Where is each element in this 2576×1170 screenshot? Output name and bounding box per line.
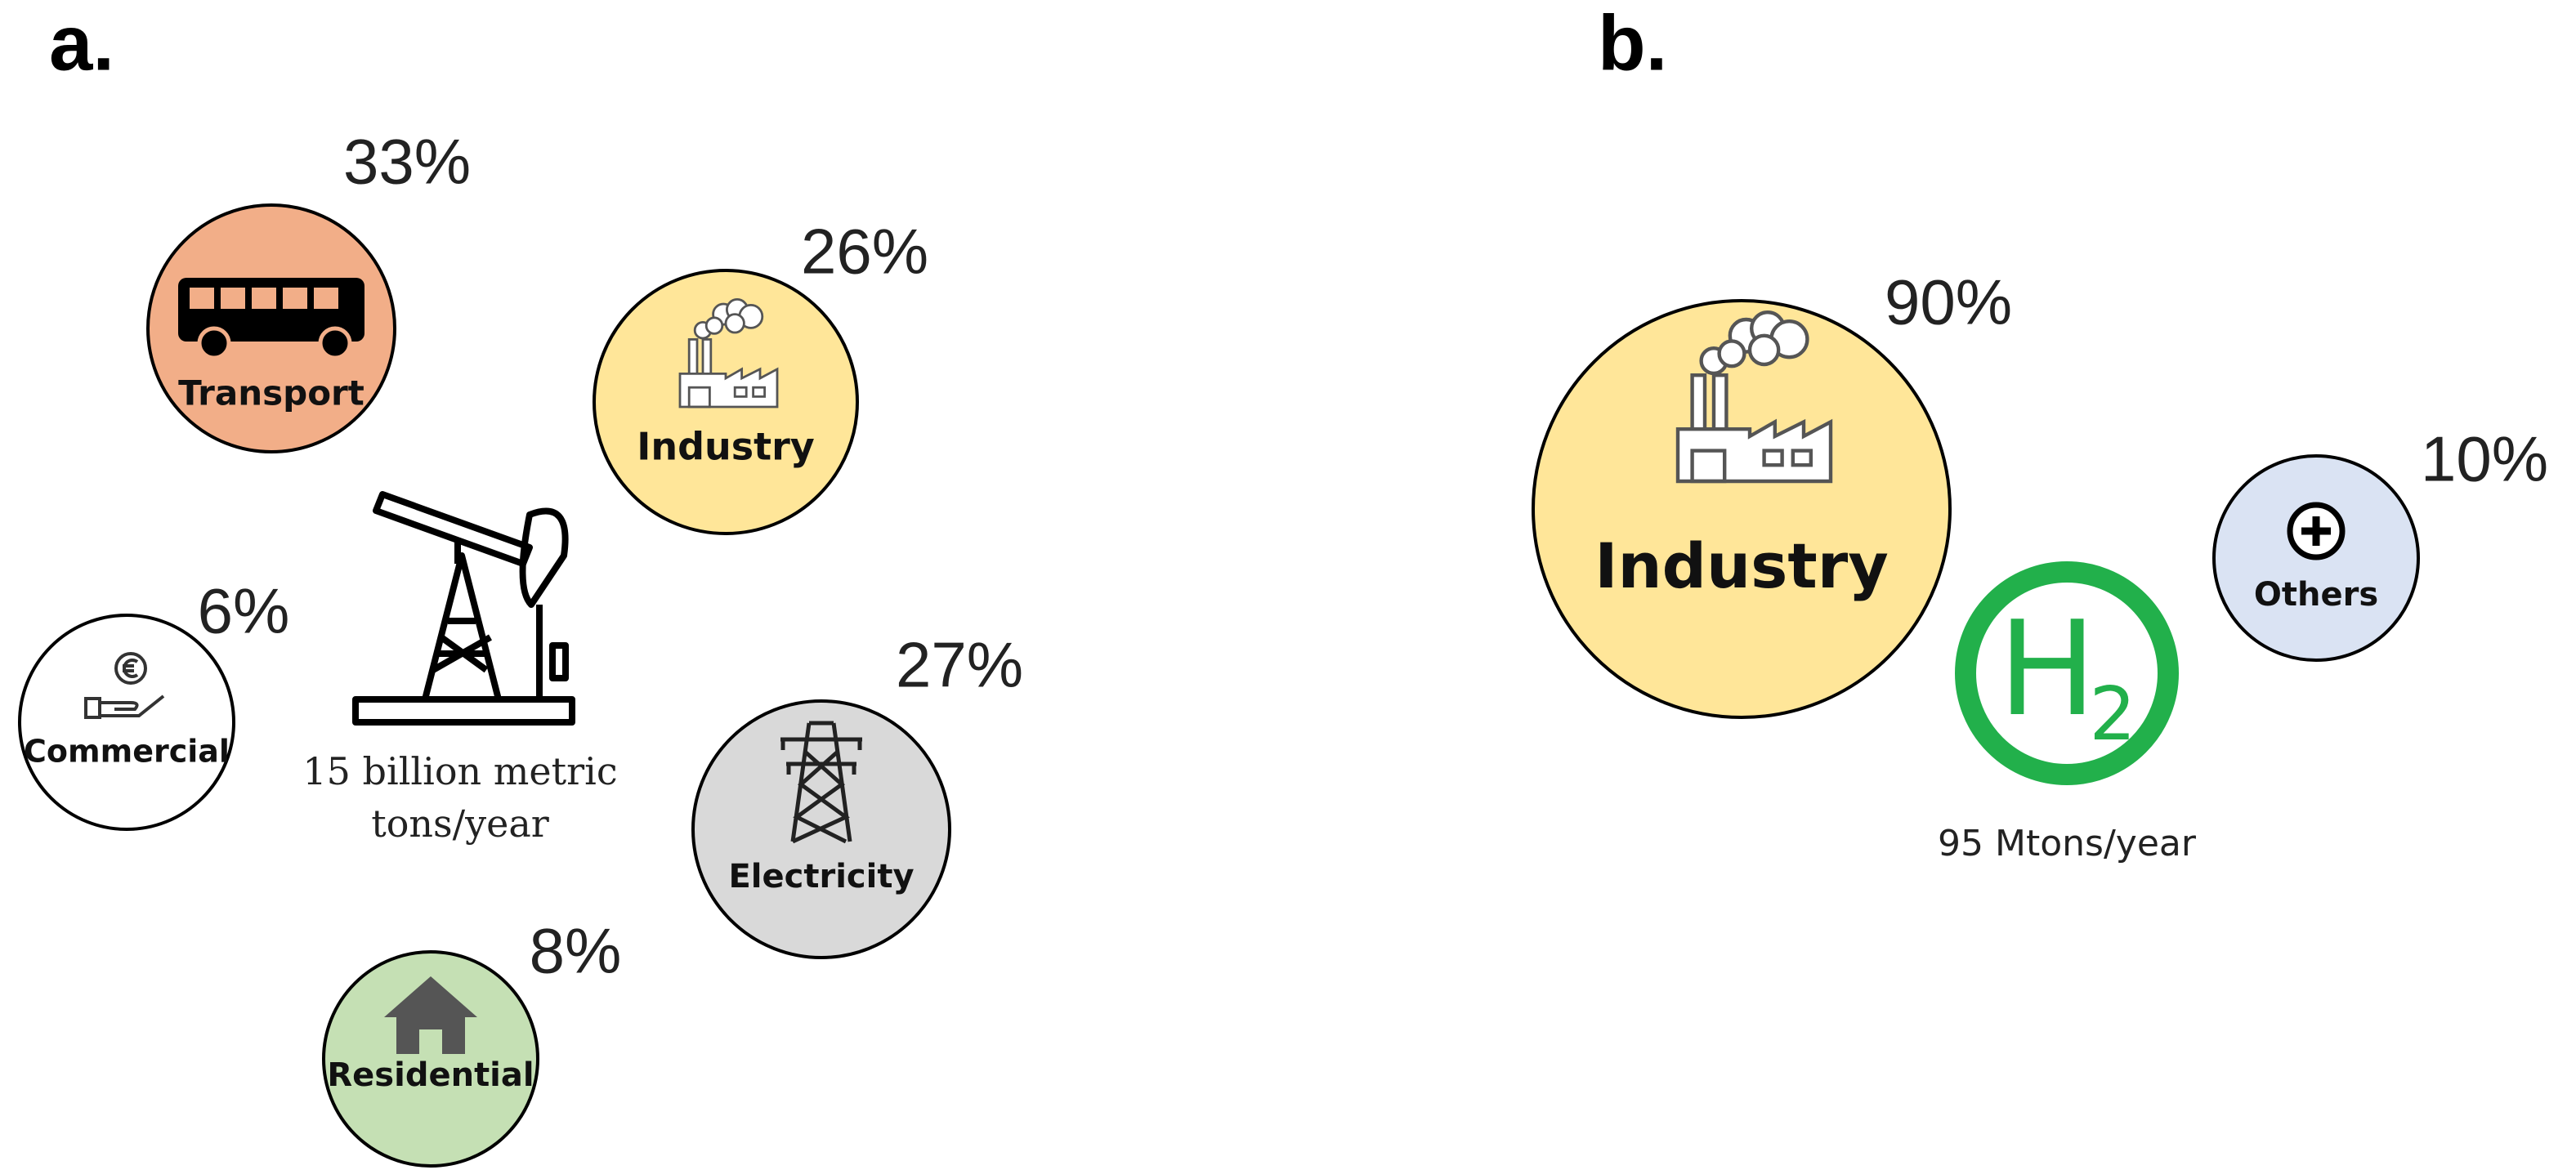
electricity-bubble: Electricity 27% <box>691 629 1023 959</box>
money-hand-icon <box>84 652 165 719</box>
bubble <box>18 614 235 831</box>
sector-name: Industry <box>637 425 815 469</box>
h2-ring <box>1955 561 2179 785</box>
sector-name: Transport <box>178 373 364 413</box>
commercial-bubble: Commercial 6% <box>18 575 290 831</box>
sector-name: Residential <box>327 1056 534 1094</box>
sector-share: 10% <box>2421 423 2548 495</box>
sector-share: 27% <box>896 629 1023 701</box>
hydrogen-symbol: H 2 <box>1955 561 2179 785</box>
transport-bubble: Transport 33% <box>146 126 471 453</box>
center-text: tons/year <box>371 802 549 846</box>
sector-name: Industry <box>1594 529 1888 602</box>
sector-share: 8% <box>530 915 622 987</box>
sector-share: 33% <box>343 126 471 198</box>
plus-sign <box>2301 516 2331 546</box>
panel-label: a. <box>49 0 114 87</box>
bubble <box>1532 299 1952 719</box>
h2-symbol: H <box>1998 592 2096 745</box>
house-icon <box>384 976 477 1054</box>
sector-share: 90% <box>1885 266 2012 338</box>
center-text: 15 billion metric <box>302 749 617 793</box>
sector-name: Electricity <box>728 858 914 895</box>
sector-share: 26% <box>801 216 928 288</box>
industry-bubble: Industry 26% <box>593 216 928 535</box>
others-bubble: Others 10% <box>2212 423 2548 662</box>
pylon-icon <box>780 721 862 844</box>
pump-jack-icon <box>352 491 575 726</box>
panel-label: b. <box>1598 0 1667 87</box>
sector-name: Others <box>2254 576 2378 614</box>
center-text: 95 Mtons/year <box>1938 823 2197 864</box>
residential-bubble: Residential 8% <box>322 915 622 1168</box>
industry-bubble: Industry 90% <box>1532 266 2012 719</box>
bus-icon <box>178 278 364 360</box>
h2-subscript: 2 <box>2089 672 2135 757</box>
sector-share: 6% <box>198 575 290 647</box>
sector-name: Commercial <box>24 734 230 770</box>
bubble <box>322 950 539 1168</box>
